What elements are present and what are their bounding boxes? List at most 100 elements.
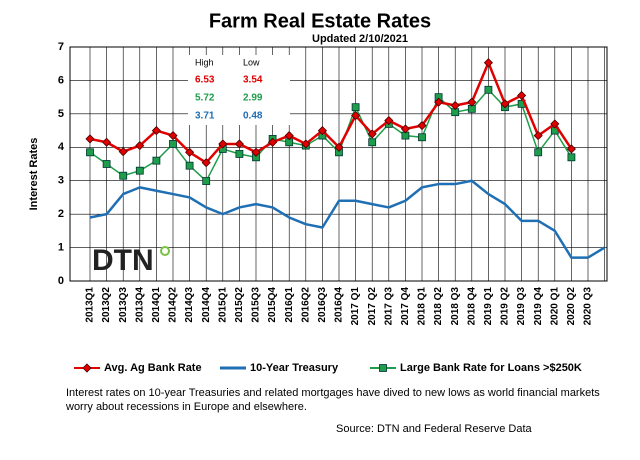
x-tick-label: 2019 Q1 [483, 287, 494, 326]
x-tick-label: 2018 Q3 [450, 287, 461, 326]
legend-marker [82, 363, 92, 373]
y-tick-label: 1 [58, 241, 64, 253]
point [218, 139, 228, 149]
x-tick-label: 2020 Q1 [549, 287, 560, 326]
point [168, 131, 178, 141]
point [317, 126, 327, 136]
point [284, 131, 294, 141]
point [135, 166, 144, 175]
x-tick-label: 2020 Q3 [583, 287, 594, 326]
x-tick-label: 2018 Q1 [417, 287, 428, 326]
point [119, 171, 128, 180]
x-tick-label: 2019 Q3 [516, 287, 527, 326]
inset-value: 6.53 [195, 75, 215, 86]
point [185, 147, 195, 157]
logo: DTN [92, 244, 154, 277]
x-tick-label: 2014Q4 [201, 287, 212, 323]
point [450, 100, 460, 111]
point [86, 148, 94, 157]
x-tick-label: 2016Q2 [300, 287, 311, 323]
x-tick-label: 2015Q2 [234, 287, 245, 323]
point [135, 141, 145, 151]
point [102, 137, 112, 147]
x-tick-label: 2013Q2 [101, 287, 112, 323]
point [434, 97, 444, 107]
point [152, 156, 161, 165]
x-tick-label: 2017 Q2 [367, 287, 378, 326]
y-tick-label: 2 [58, 208, 64, 220]
point [334, 142, 344, 152]
x-tick-label: 2016Q3 [317, 287, 328, 323]
y-tick-label: 4 [58, 141, 65, 153]
source: Source: DTN and Federal Reserve Data [336, 423, 532, 435]
point [467, 97, 477, 107]
point [534, 148, 543, 157]
legend-label: Avg. Ag Bank Rate [104, 362, 202, 374]
x-tick-label: 2015Q1 [217, 287, 228, 323]
point [500, 99, 510, 109]
inset-value: 2.99 [243, 93, 263, 104]
point [234, 139, 244, 149]
point [185, 161, 194, 170]
caption: Interest rates on 10-year Treasuries and… [66, 387, 600, 413]
x-tick-label: 2016Q1 [284, 287, 295, 323]
chart-subtitle: Updated 2/10/2021 [312, 33, 408, 45]
point [400, 124, 410, 134]
point [351, 110, 361, 121]
inset-value: 5.72 [195, 93, 215, 104]
logo-dot [160, 246, 170, 256]
point [367, 129, 377, 139]
point [202, 177, 211, 185]
x-tick-label: 2013Q4 [134, 287, 145, 323]
legend-label: 10-Year Treasury [250, 362, 339, 374]
point [301, 139, 311, 149]
inset-value: 0.48 [243, 111, 263, 122]
x-tick-label: 2013Q1 [85, 287, 96, 323]
x-tick-label: 2017 Q4 [400, 287, 411, 326]
inset-box [188, 55, 290, 125]
chart-title: Farm Real Estate Rates [209, 10, 431, 32]
point [169, 140, 177, 148]
point [235, 150, 244, 158]
point [384, 115, 394, 126]
point [483, 58, 493, 68]
point [567, 153, 576, 162]
x-tick-label: 2016Q4 [334, 287, 345, 323]
x-tick-label: 2015Q3 [251, 287, 262, 323]
point [517, 90, 527, 101]
x-tick-label: 2014Q3 [184, 287, 195, 323]
x-tick-label: 2017 Q1 [350, 287, 361, 326]
plot-border [69, 46, 608, 282]
x-tick-label: 2020 Q2 [566, 287, 577, 326]
inset-value: 3.54 [243, 75, 263, 86]
inset-header: High [195, 57, 214, 67]
y-tick-label: 7 [58, 41, 64, 53]
point [201, 158, 211, 168]
y-tick-label: 3 [58, 175, 64, 187]
point [268, 137, 278, 147]
legend-marker [379, 364, 387, 372]
x-tick-label: 2019 Q2 [500, 287, 511, 326]
point [566, 144, 576, 154]
y-axis-label: Interest Rates [28, 138, 40, 211]
point [85, 134, 95, 144]
point [418, 133, 426, 142]
y-tick-label: 6 [58, 74, 64, 86]
x-tick-label: 2017 Q3 [383, 287, 394, 326]
legend-label: Large Bank Rate for Loans >$250K [400, 362, 582, 374]
x-tick-label: 2015Q4 [267, 287, 278, 323]
point [550, 119, 560, 129]
series-line [89, 179, 606, 259]
y-tick-label: 0 [58, 275, 64, 287]
x-tick-label: 2019 Q4 [533, 287, 544, 326]
point [251, 147, 261, 157]
y-tick-label: 5 [58, 108, 64, 120]
point [484, 85, 493, 94]
point [102, 160, 111, 168]
x-tick-label: 2018 Q2 [433, 287, 444, 326]
inset-header: Low [243, 57, 260, 67]
point [351, 103, 360, 112]
x-tick-label: 2018 Q4 [466, 287, 477, 326]
